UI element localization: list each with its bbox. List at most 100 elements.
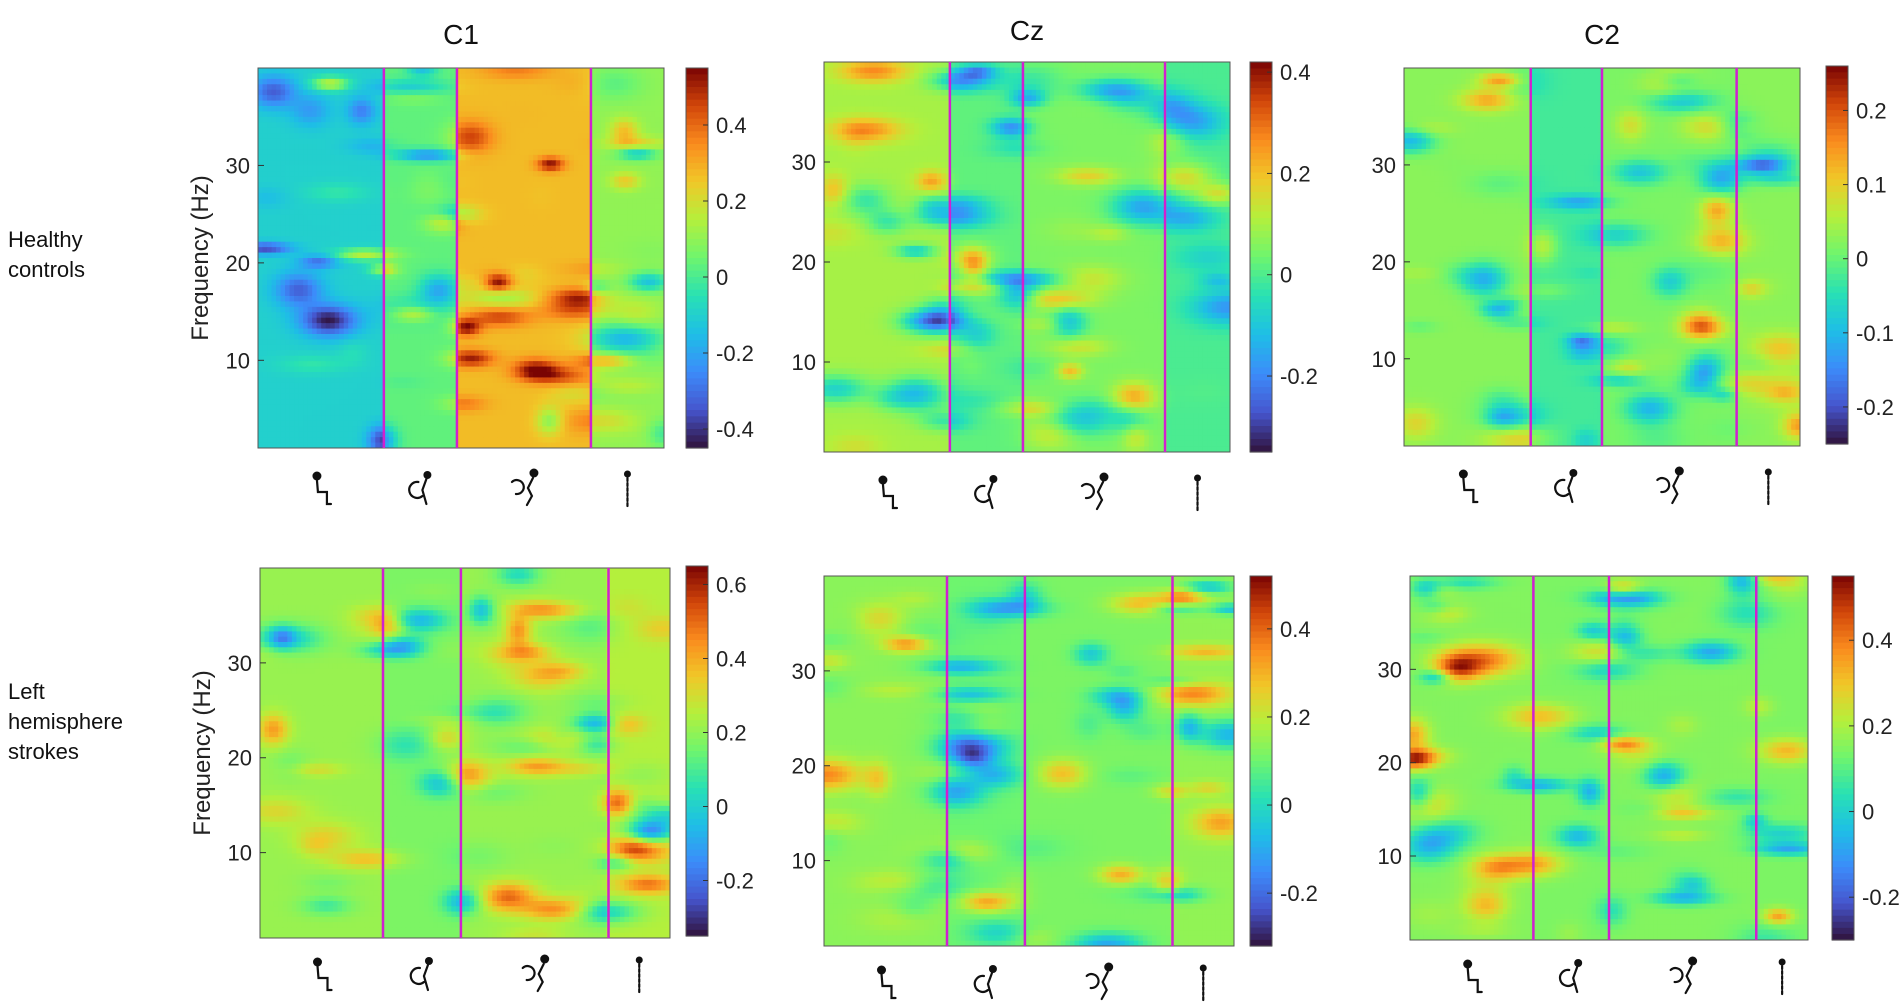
colorbar-tick-label: 0.2 xyxy=(1280,161,1311,186)
y-tick-label: 30 xyxy=(1378,657,1402,682)
sit-icon xyxy=(1463,959,1483,994)
y-axis-label: Frequency (Hz) xyxy=(189,670,216,835)
panel-0: 10 20 30 Frequency (Hz) C1 -0.4 -0.2 0 0.2 0.4 xyxy=(187,19,754,508)
y-tick-label: 20 xyxy=(1372,250,1396,275)
sit-icon xyxy=(313,957,333,992)
row-label-line: hemisphere xyxy=(8,707,123,737)
colorbar: -0.4 -0.2 0 0.2 0.4 xyxy=(685,67,754,449)
colorbar: -0.2 0 0.2 0.4 xyxy=(1249,60,1318,453)
sit-icon xyxy=(1458,469,1479,504)
y-tick-label: 20 xyxy=(1378,751,1402,776)
y-tick-label: 20 xyxy=(792,250,816,275)
heatmap-cells xyxy=(824,576,1234,946)
colorbar-tick-label: -0.2 xyxy=(716,869,754,894)
plot-frame xyxy=(259,567,671,939)
y-tick-label: 10 xyxy=(1378,844,1402,869)
colorbar-tick-label: -0.4 xyxy=(716,417,754,442)
panel-title: C2 xyxy=(1584,19,1620,50)
sit-to-stand-icon xyxy=(409,957,433,992)
stand-icon xyxy=(623,470,631,508)
panel-1: 10 20 30 Cz -0.2 0 0.2 0.4 xyxy=(792,15,1318,512)
stand-icon xyxy=(1194,474,1202,512)
sit-to-stand-icon xyxy=(974,475,998,510)
y-tick-label: 10 xyxy=(792,350,816,375)
stand-to-sit-icon xyxy=(510,468,539,507)
row-label-line: Left xyxy=(8,677,123,707)
y-tick-label: 10 xyxy=(1372,347,1396,372)
row-label-line: strokes xyxy=(8,737,123,767)
colorbar-tick-label: -0.1 xyxy=(1856,321,1894,346)
y-tick-label: 30 xyxy=(226,153,250,178)
colorbar-tick-label: -0.2 xyxy=(1856,395,1894,420)
panel-2: 10 20 30 C2 -0.2 -0.1 0 0.1 0.2 xyxy=(1372,19,1894,506)
stand-to-sit-icon xyxy=(1656,466,1684,505)
colorbar-tick-label: 0.6 xyxy=(716,573,747,598)
stand-to-sit-icon xyxy=(1080,472,1109,511)
row-label-healthy: Healthy controls xyxy=(8,225,85,285)
panel-3: 10 20 30 Frequency (Hz) -0.2 0 0.2 0.4 0.6 xyxy=(189,565,754,994)
plot-frame xyxy=(823,61,1231,453)
colorbar-tick-label: 0 xyxy=(1856,247,1868,272)
colorbar-tick-label: -0.2 xyxy=(1862,885,1900,910)
row-label-line: controls xyxy=(8,255,85,285)
colorbar-tick-label: 0 xyxy=(1862,800,1874,825)
colorbar-tick-label: 0 xyxy=(716,265,728,290)
y-tick-label: 20 xyxy=(228,746,252,771)
y-tick-label: 30 xyxy=(1372,153,1396,178)
y-tick-label: 20 xyxy=(226,251,250,276)
panel-4: 10 20 30 -0.2 0 0.2 0.4 xyxy=(792,575,1318,1002)
colorbar-tick-label: 0.2 xyxy=(716,721,747,746)
colorbar-tick-label: -0.2 xyxy=(1280,881,1318,906)
heatmap-cells xyxy=(260,568,670,938)
panel-title: Cz xyxy=(1010,15,1044,46)
sit-to-stand-icon xyxy=(973,965,997,1000)
colorbar-tick-label: 0 xyxy=(1280,793,1292,818)
sit-icon xyxy=(877,965,897,1000)
heatmap-cells xyxy=(824,62,1230,452)
row-label-stroke: Left hemisphere strokes xyxy=(8,677,123,767)
colorbar-tick-label: 0.2 xyxy=(1856,98,1887,123)
y-tick-label: 30 xyxy=(792,150,816,175)
y-tick-label: 10 xyxy=(228,841,252,866)
y-tick-label: 10 xyxy=(792,849,816,874)
colorbar: -0.2 0 0.2 0.4 0.6 xyxy=(685,565,754,937)
stand-to-sit-icon xyxy=(521,954,550,993)
y-tick-label: 30 xyxy=(792,659,816,684)
sit-to-stand-icon xyxy=(408,471,432,506)
stand-to-sit-icon xyxy=(1669,956,1698,995)
stand-icon xyxy=(1199,964,1207,1002)
colorbar-tick-label: -0.2 xyxy=(1280,364,1318,389)
colorbar: -0.2 0 0.2 0.4 xyxy=(1831,575,1900,941)
stand-icon xyxy=(1764,468,1772,506)
plot-frame xyxy=(823,575,1235,947)
colorbar-tick-label: 0.2 xyxy=(716,189,747,214)
colorbar-tick-label: 0.2 xyxy=(1280,705,1311,730)
y-tick-label: 20 xyxy=(792,754,816,779)
sit-to-stand-icon xyxy=(1558,959,1583,994)
stand-icon xyxy=(1778,958,1786,996)
colorbar-tick-label: 0.4 xyxy=(716,647,747,672)
row-label-line: Healthy xyxy=(8,225,85,255)
plot-frame xyxy=(257,67,665,449)
colorbar-tick-label: 0.4 xyxy=(1280,60,1311,85)
colorbar-tick-label: -0.2 xyxy=(716,341,754,366)
panel-title: C1 xyxy=(443,19,479,50)
stand-icon xyxy=(635,956,643,994)
heatmap-cells xyxy=(1404,68,1800,446)
y-tick-label: 30 xyxy=(228,651,252,676)
colorbar-tick-label: 0 xyxy=(716,795,728,820)
colorbar-tick-label: 0.1 xyxy=(1856,173,1887,198)
heatmap-cells xyxy=(1410,576,1808,940)
y-axis-label: Frequency (Hz) xyxy=(187,175,214,340)
sit-to-stand-icon xyxy=(1554,469,1578,504)
colorbar-tick-label: 0.4 xyxy=(1280,617,1311,642)
colorbar: -0.2 0 0.2 0.4 xyxy=(1249,575,1318,947)
colorbar-tick-label: 0.2 xyxy=(1862,714,1893,739)
panel-5: 10 20 30 -0.2 0 0.2 0.4 xyxy=(1378,575,1900,996)
y-tick-label: 10 xyxy=(226,348,250,373)
colorbar-tick-label: 0.4 xyxy=(1862,628,1893,653)
heatmap-cells xyxy=(258,68,664,448)
sit-icon xyxy=(312,471,333,506)
colorbar-tick-label: 0.4 xyxy=(716,113,747,138)
